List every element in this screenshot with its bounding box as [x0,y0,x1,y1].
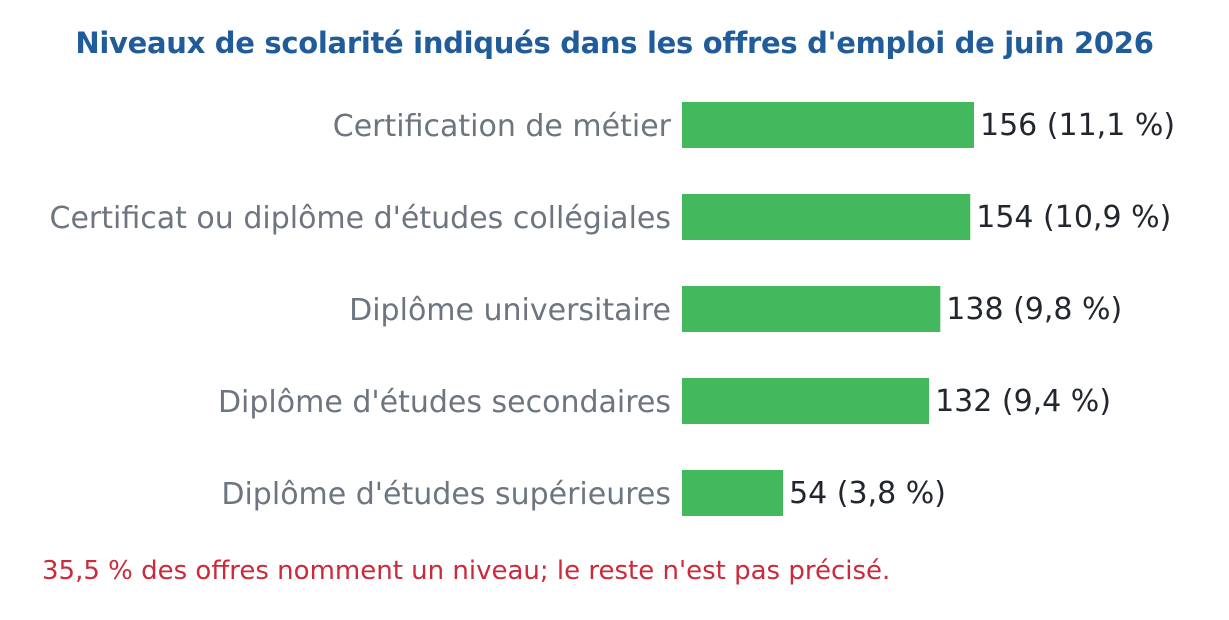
bar [682,194,971,240]
category-label: Certification de métier [333,109,672,144]
value-label: 132 (9,4 %) [935,384,1111,419]
footnote: 35,5 % des offres nomment un niveau; le … [42,556,891,586]
bar [682,378,930,424]
category-label: Diplôme d'études secondaires [218,385,671,420]
bar [682,470,784,516]
value-label: 154 (10,9 %) [976,200,1171,235]
bar [682,102,974,148]
chart-title: Niveaux de scolarité indiqués dans les o… [75,26,1154,60]
category-label: Diplôme universitaire [349,293,671,328]
value-label: 156 (11,1 %) [980,108,1175,143]
bars-layer: Certification de métier 156 (11,1 %) Certi… [50,102,1175,516]
value-label: 54 (3,8 %) [789,476,946,511]
category-label: Diplôme d'études supérieures [221,477,671,512]
category-label: Certificat ou diplôme d'études collégial… [50,201,672,236]
value-label: 138 (9,8 %) [946,292,1122,327]
bar [682,286,941,332]
